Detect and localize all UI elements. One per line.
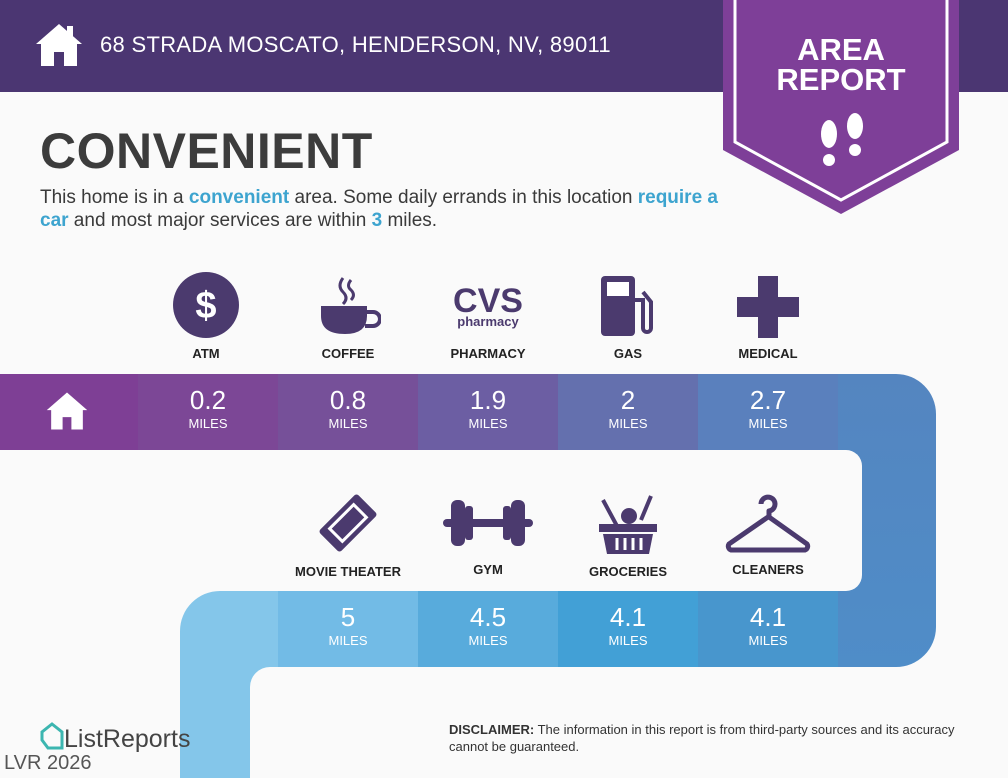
- dollar-icon: $: [173, 272, 239, 338]
- amenity-pharmacy: CVS pharmacy PHARMACY: [418, 280, 558, 361]
- hanger-icon: [725, 494, 811, 553]
- badge-line1: AREA: [797, 32, 885, 67]
- footprints-icon: [821, 113, 863, 166]
- watermark: LVR 2026: [4, 752, 92, 774]
- listreports-icon: [40, 722, 64, 750]
- amenity-groceries: GROCERIES: [558, 490, 698, 579]
- ticket-icon: [319, 494, 377, 552]
- distance-atm: 0.2 MILES: [138, 374, 278, 450]
- route-inner-notch: [838, 450, 862, 591]
- amenity-coffee: COFFEE: [278, 276, 418, 361]
- address: 68 STRADA MOSCATO, HENDERSON, NV, 89011: [100, 32, 611, 57]
- badge-line2: REPORT: [776, 62, 906, 97]
- listreports-logo: ListReports: [40, 722, 190, 754]
- page-title: CONVENIENT: [40, 123, 373, 179]
- distance-movie-theater: 5 MILES: [278, 591, 418, 667]
- amenity-atm: $ ATM: [136, 272, 276, 361]
- amenity-movie-theater: MOVIE THEATER: [278, 490, 418, 579]
- medical-cross-icon: [737, 276, 799, 338]
- amenity-gas: GAS: [558, 274, 698, 361]
- svg-text:pharmacy: pharmacy: [457, 314, 519, 329]
- coffee-icon: [321, 277, 381, 334]
- distance-gas: 2 MILES: [558, 374, 698, 450]
- amenity-medical: MEDICAL: [698, 276, 838, 361]
- description: This home is in a convenient area. Some …: [40, 187, 718, 231]
- distance-pharmacy: 1.9 MILES: [418, 374, 558, 450]
- amenity-gym: GYM: [418, 492, 558, 577]
- grocery-basket-icon: [599, 495, 657, 554]
- disclaimer: DISCLAIMER: The information in this repo…: [449, 722, 955, 754]
- gas-pump-icon: [601, 276, 653, 336]
- distance-medical: 2.7 MILES: [698, 374, 838, 450]
- svg-text:$: $: [195, 285, 216, 327]
- route-inner-notch-left: [250, 667, 278, 778]
- distance-groceries: 4.1 MILES: [558, 591, 698, 667]
- distance-gym: 4.5 MILES: [418, 591, 558, 667]
- home-icon: [46, 392, 88, 430]
- svg-text:CVS: CVS: [453, 282, 523, 320]
- distance-cleaners: 4.1 MILES: [698, 591, 838, 667]
- area-report-badge: AREA REPORT: [723, 0, 959, 214]
- home-icon: [36, 24, 82, 66]
- dumbbell-icon: [443, 500, 533, 546]
- amenity-cleaners: CLEANERS: [698, 492, 838, 577]
- distance-coffee: 0.8 MILES: [278, 374, 418, 450]
